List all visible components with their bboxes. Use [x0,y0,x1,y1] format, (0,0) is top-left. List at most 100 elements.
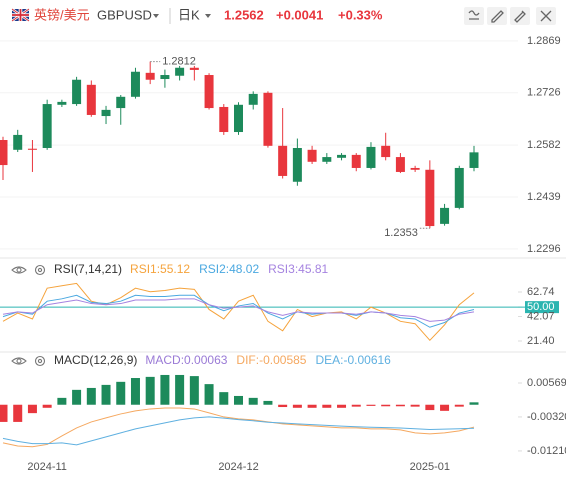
legend-entry: MACD:0.00063 [145,353,227,367]
period[interactable]: 日K [178,7,200,22]
pair-name: 英镑/美元 [34,7,90,22]
histogram-bar [72,389,82,405]
candle-body [307,149,317,162]
histogram-bar [366,404,376,406]
candle-body [440,207,450,224]
indicator-line [2,298,475,322]
candle-body [42,104,52,148]
histogram-bar [351,404,361,407]
y-tick-label: 1.2726 [527,87,561,99]
candle-body [263,92,273,146]
y-tick-label: 62.74 [527,286,555,298]
histogram-bar [234,395,243,405]
price: 1.2562 [224,7,264,22]
candle-body [175,67,185,76]
histogram-bar [219,392,229,405]
histogram-bar [425,404,435,411]
candle-body [395,157,405,172]
candle-body [234,104,243,133]
y-tick-label: 1.2439 [527,191,561,203]
candle-body [130,71,140,97]
flag-icon [11,8,30,22]
x-tick-label: 2025-01 [410,461,450,473]
draw-button[interactable] [487,7,507,25]
candle-body [337,154,347,158]
dropdown-arrow[interactable] [205,14,211,18]
histogram-bar [57,397,67,405]
settings-icon[interactable] [34,264,46,276]
y-tick-label: 42.07 [527,310,555,322]
y-tick-label: -0.01210 [527,445,566,457]
candle-body [322,157,332,162]
histogram-bar [469,402,479,405]
histogram-bar [175,374,185,405]
candle-body [160,75,170,80]
indicator-line [2,294,475,328]
histogram-bar [101,384,111,405]
histogram-bar [13,404,23,422]
histogram-bar [42,404,52,408]
eye-icon[interactable] [11,357,27,365]
histogram-bar [145,376,155,405]
rsi-controls [11,264,46,276]
legend-entry: RSI1:55.12 [130,262,190,276]
legend-entry: DIF:-0.00585 [236,353,306,367]
macd-controls [11,355,46,367]
candle-body [57,101,67,105]
indicator-button[interactable] [464,7,484,25]
histogram-bar [454,404,464,407]
indicator-title: MACD(12,26,9) [54,353,137,367]
close-button[interactable] [536,7,556,25]
reference-label-bg [525,301,559,314]
histogram-bar [263,400,273,405]
change-pct: +0.33% [338,7,383,22]
marker-button[interactable] [510,7,530,25]
histogram-bar [322,404,332,408]
symbol[interactable]: GBPUSD [97,7,152,22]
x-tick-label: 2024-12 [218,461,258,473]
legend-entry: RSI2:48.02 [199,262,259,276]
histogram-bar [204,384,214,405]
candle-body [13,134,23,150]
candle-body [410,167,420,170]
histogram-bar [116,381,126,405]
indicator-line [2,282,475,342]
candle-body [86,84,96,115]
candle-body [101,109,111,117]
eye-icon[interactable] [11,266,27,274]
change: +0.0041 [276,7,323,22]
settings-icon[interactable] [34,355,46,367]
candle-body [454,167,464,208]
indicator-line [2,407,475,448]
histogram-bar [440,404,450,411]
y-tick-label: -0.00320 [527,411,566,423]
candle-body [425,169,435,227]
candle-body [72,79,82,105]
candle-body [469,152,479,168]
candle-body [381,145,391,158]
histogram-bar [130,378,140,405]
dropdown-arrow[interactable] [153,14,159,18]
histogram-bar [410,404,420,407]
histogram-bar [0,404,8,422]
candle-body [248,93,258,105]
y-tick-label: 50.00 [527,301,555,313]
histogram-bar [27,404,37,414]
histogram-bar [160,374,170,405]
toolbar [464,7,556,25]
histogram-bar [248,397,258,405]
y-tick-label: 0.00569 [527,377,566,389]
histogram-bar [381,404,391,407]
legend-entry: RSI3:45.81 [268,262,328,276]
max-label: 1.2812 [162,55,196,67]
y-tick-label: 1.2296 [527,243,561,255]
histogram-bar [189,376,199,405]
histogram-bar [307,404,317,408]
candle-body [0,140,8,166]
histogram-bar [292,404,302,408]
candle-body [366,146,376,168]
min-label: 1.2353 [384,227,418,239]
histogram-bar [278,404,288,408]
